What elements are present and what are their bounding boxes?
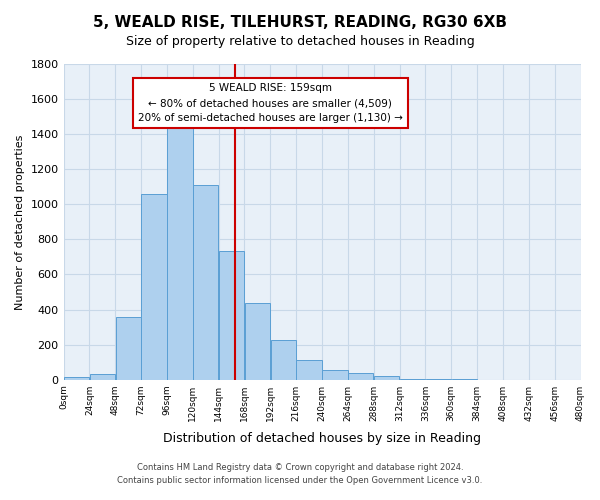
Bar [245,304,270,380]
X-axis label: Distribution of detached houses by size in Reading: Distribution of detached houses by size … [163,432,481,445]
Bar [64,377,89,380]
Text: Size of property relative to detached houses in Reading: Size of property relative to detached ho… [125,35,475,48]
Bar [219,251,244,380]
Text: 5, WEALD RISE, TILEHURST, READING, RG30 6XB: 5, WEALD RISE, TILEHURST, READING, RG30 … [93,15,507,30]
Bar [167,124,193,380]
Bar [296,360,322,380]
Bar [89,374,115,380]
Text: 5 WEALD RISE: 159sqm
← 80% of detached houses are smaller (4,509)
20% of semi-de: 5 WEALD RISE: 159sqm ← 80% of detached h… [138,84,403,123]
Bar [116,318,141,380]
Bar [271,340,296,380]
Bar [142,194,167,380]
Bar [322,370,347,380]
Bar [193,185,218,380]
Text: Contains HM Land Registry data © Crown copyright and database right 2024.
Contai: Contains HM Land Registry data © Crown c… [118,464,482,485]
Bar [348,372,373,380]
Bar [374,376,399,380]
Bar [400,379,425,380]
Y-axis label: Number of detached properties: Number of detached properties [15,134,25,310]
